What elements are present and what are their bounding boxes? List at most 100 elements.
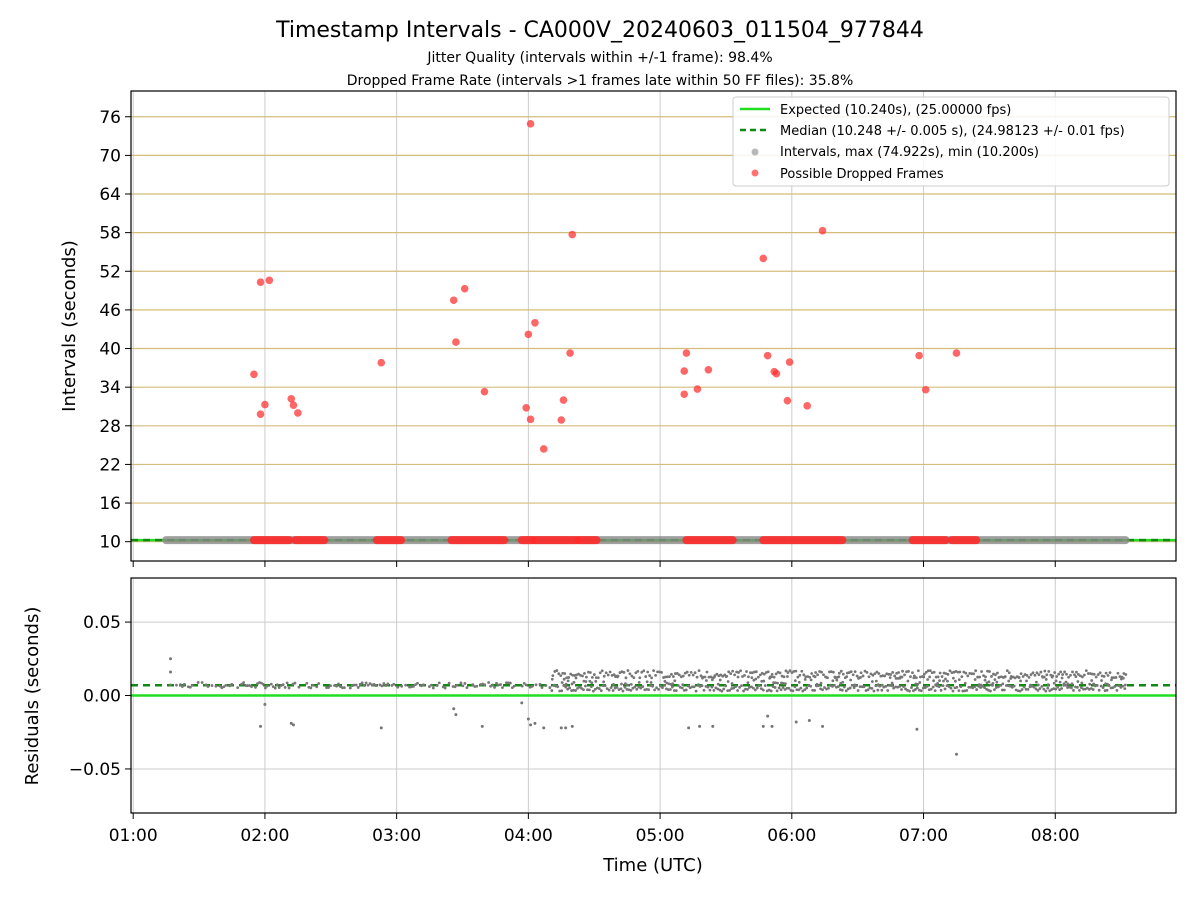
residual-point xyxy=(596,676,600,680)
residual-point xyxy=(973,678,977,681)
residual-point xyxy=(594,676,598,680)
residual-point xyxy=(1005,669,1009,673)
residual-point xyxy=(851,673,855,677)
residual-point xyxy=(670,685,674,689)
residual-point xyxy=(730,682,734,685)
residual-point xyxy=(737,671,740,674)
residual-point xyxy=(224,683,228,687)
dropped-frame-point xyxy=(680,367,689,375)
residual-point xyxy=(676,684,680,687)
residual-outlier-point xyxy=(452,707,456,711)
residual-point xyxy=(813,675,817,679)
residual-point xyxy=(980,670,983,673)
residual-point xyxy=(835,678,839,682)
residual-point xyxy=(656,670,659,674)
residual-point xyxy=(1057,672,1061,676)
residual-point xyxy=(606,673,610,677)
residual-point xyxy=(753,688,757,692)
residual-point xyxy=(1059,670,1063,674)
residual-point xyxy=(940,675,944,678)
residual-point xyxy=(773,686,777,689)
residual-point xyxy=(763,684,767,687)
residual-point xyxy=(453,685,457,689)
residual-point xyxy=(1050,675,1054,679)
residual-point xyxy=(190,683,194,687)
residual-point xyxy=(592,673,596,676)
residual-point xyxy=(951,676,955,680)
residual-point xyxy=(1086,672,1090,675)
residual-point xyxy=(900,688,903,691)
residual-point xyxy=(591,689,595,693)
residual-point xyxy=(716,682,720,686)
residual-point xyxy=(801,689,805,693)
residual-point xyxy=(800,669,804,673)
residual-point xyxy=(1061,673,1065,676)
residual-point xyxy=(649,681,653,684)
residual-point xyxy=(1025,679,1028,683)
residual-point xyxy=(689,670,693,674)
residual-point xyxy=(244,684,247,687)
residual-point xyxy=(309,686,313,690)
residual-point xyxy=(672,689,676,692)
residual-point xyxy=(616,675,619,679)
residual-point xyxy=(1077,673,1080,676)
residual-point xyxy=(997,676,1001,679)
residual-point xyxy=(652,669,656,673)
residual-point xyxy=(918,681,922,684)
residual-point xyxy=(559,674,563,677)
residual-point xyxy=(732,686,736,690)
residual-point xyxy=(841,680,845,684)
residual-point xyxy=(1094,675,1098,679)
residual-point xyxy=(671,682,675,686)
residual-point xyxy=(1110,676,1114,680)
residual-point xyxy=(404,683,408,687)
residual-outlier-point xyxy=(542,726,546,730)
residual-point xyxy=(228,684,232,688)
residual-point xyxy=(639,686,643,690)
residual-point xyxy=(362,684,366,687)
residual-point xyxy=(341,686,344,690)
residual-point xyxy=(703,675,707,679)
residual-point xyxy=(1080,681,1084,685)
residual-point xyxy=(880,688,884,692)
intervals-plot-frame xyxy=(130,90,1177,562)
residual-point xyxy=(483,683,487,687)
residual-point xyxy=(797,688,801,692)
residual-point xyxy=(663,683,666,687)
residuals-y-axis-label: Residuals (seconds) xyxy=(22,607,43,786)
residual-point xyxy=(1116,671,1120,675)
residual-point xyxy=(210,684,214,687)
residual-point xyxy=(861,674,865,678)
residual-point xyxy=(673,672,677,675)
residual-point xyxy=(366,683,370,687)
dropped-frame-point xyxy=(287,394,296,403)
residual-point xyxy=(269,682,273,686)
dropped-frame-point xyxy=(480,387,489,396)
residual-point xyxy=(1084,669,1088,672)
residual-point xyxy=(638,676,642,680)
residual-point xyxy=(263,686,267,690)
residual-point xyxy=(877,672,881,675)
residual-point xyxy=(204,683,208,687)
residual-point xyxy=(932,670,936,674)
residual-outlier-point xyxy=(480,724,484,728)
residual-point xyxy=(736,675,740,679)
residual-point xyxy=(832,670,835,674)
residual-point xyxy=(919,689,923,693)
residual-point xyxy=(850,683,854,687)
dropped-frame-point xyxy=(531,318,539,327)
residual-outlier-point xyxy=(698,724,702,728)
dropped-frame-point xyxy=(759,254,768,263)
residual-point xyxy=(1018,689,1022,693)
residual-point xyxy=(1033,673,1037,677)
residual-point xyxy=(242,681,246,684)
residual-point xyxy=(936,682,939,685)
residual-outlier-point xyxy=(526,717,530,721)
residual-point xyxy=(768,676,772,680)
residual-point xyxy=(869,672,873,676)
residual-point xyxy=(893,674,897,678)
dropped-frame-point xyxy=(772,369,781,378)
residual-point xyxy=(762,672,766,676)
residual-point xyxy=(793,685,797,689)
residual-outlier-point xyxy=(454,713,458,717)
